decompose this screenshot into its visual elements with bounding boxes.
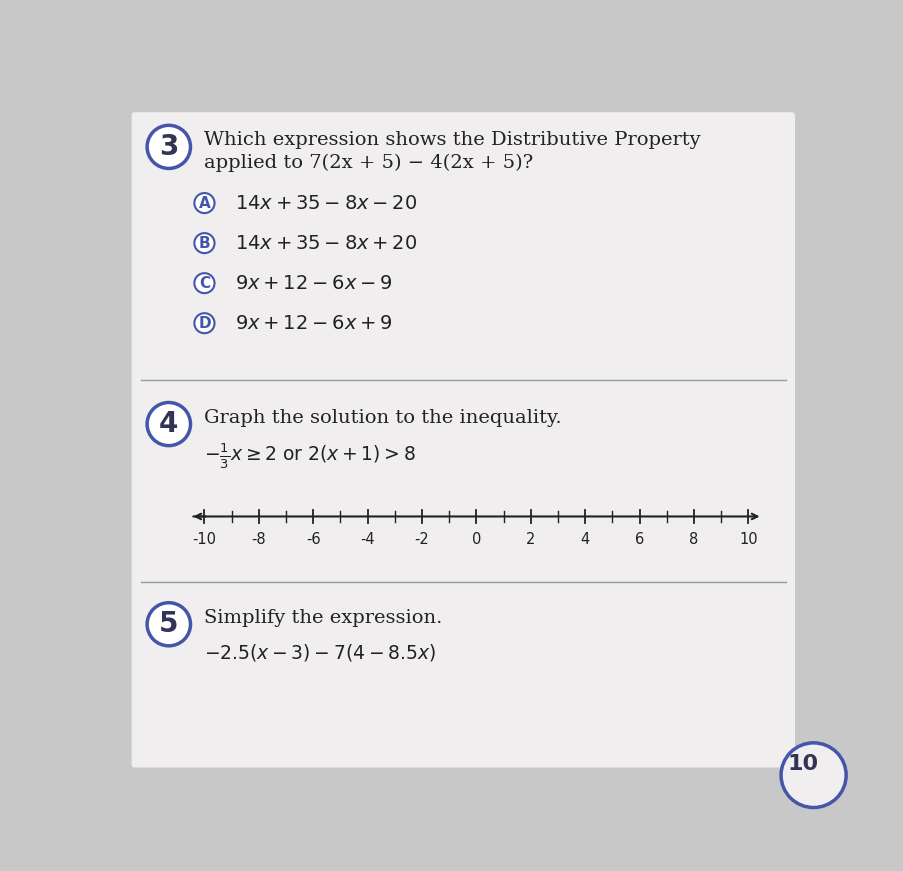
Text: $14x + 35 - 8x + 20$: $14x + 35 - 8x + 20$ xyxy=(235,233,417,253)
Text: -4: -4 xyxy=(360,532,375,547)
Circle shape xyxy=(194,273,214,294)
Text: -2: -2 xyxy=(414,532,429,547)
Text: Which expression shows the Distributive Property: Which expression shows the Distributive … xyxy=(204,132,701,150)
Text: $9x + 12 - 6x + 9$: $9x + 12 - 6x + 9$ xyxy=(235,314,393,333)
Text: 6: 6 xyxy=(635,532,644,547)
Text: 8: 8 xyxy=(689,532,698,547)
Text: Graph the solution to the inequality.: Graph the solution to the inequality. xyxy=(204,408,562,427)
Text: -10: -10 xyxy=(192,532,216,547)
Circle shape xyxy=(194,233,214,253)
Text: $-\frac{1}{3}x \geq 2$ or $2(x + 1) > 8$: $-\frac{1}{3}x \geq 2$ or $2(x + 1) > 8$ xyxy=(204,442,415,471)
Text: B: B xyxy=(199,236,210,251)
Text: 0: 0 xyxy=(471,532,480,547)
Circle shape xyxy=(194,314,214,334)
Circle shape xyxy=(194,193,214,213)
Text: $14x + 35 - 8x - 20$: $14x + 35 - 8x - 20$ xyxy=(235,193,417,213)
FancyBboxPatch shape xyxy=(132,112,794,767)
Text: 5: 5 xyxy=(159,611,179,638)
Circle shape xyxy=(147,603,191,645)
Text: 3: 3 xyxy=(159,133,178,161)
Text: 10: 10 xyxy=(739,532,757,547)
Text: 4: 4 xyxy=(159,410,178,438)
Text: -8: -8 xyxy=(251,532,265,547)
Text: $9x + 12 - 6x - 9$: $9x + 12 - 6x - 9$ xyxy=(235,273,393,293)
Circle shape xyxy=(780,743,845,807)
Text: D: D xyxy=(198,315,210,331)
Circle shape xyxy=(147,125,191,168)
Text: $-2.5(x - 3) - 7(4 - 8.5x)$: $-2.5(x - 3) - 7(4 - 8.5x)$ xyxy=(204,642,436,663)
Text: C: C xyxy=(199,275,209,291)
Text: 10: 10 xyxy=(787,754,817,774)
Circle shape xyxy=(147,402,191,446)
Text: -6: -6 xyxy=(305,532,321,547)
Text: 4: 4 xyxy=(580,532,590,547)
Text: A: A xyxy=(199,196,210,211)
Text: applied to 7(2x + 5) − 4(2x + 5)?: applied to 7(2x + 5) − 4(2x + 5)? xyxy=(204,154,533,172)
Text: 2: 2 xyxy=(526,532,535,547)
Text: Simplify the expression.: Simplify the expression. xyxy=(204,609,442,627)
